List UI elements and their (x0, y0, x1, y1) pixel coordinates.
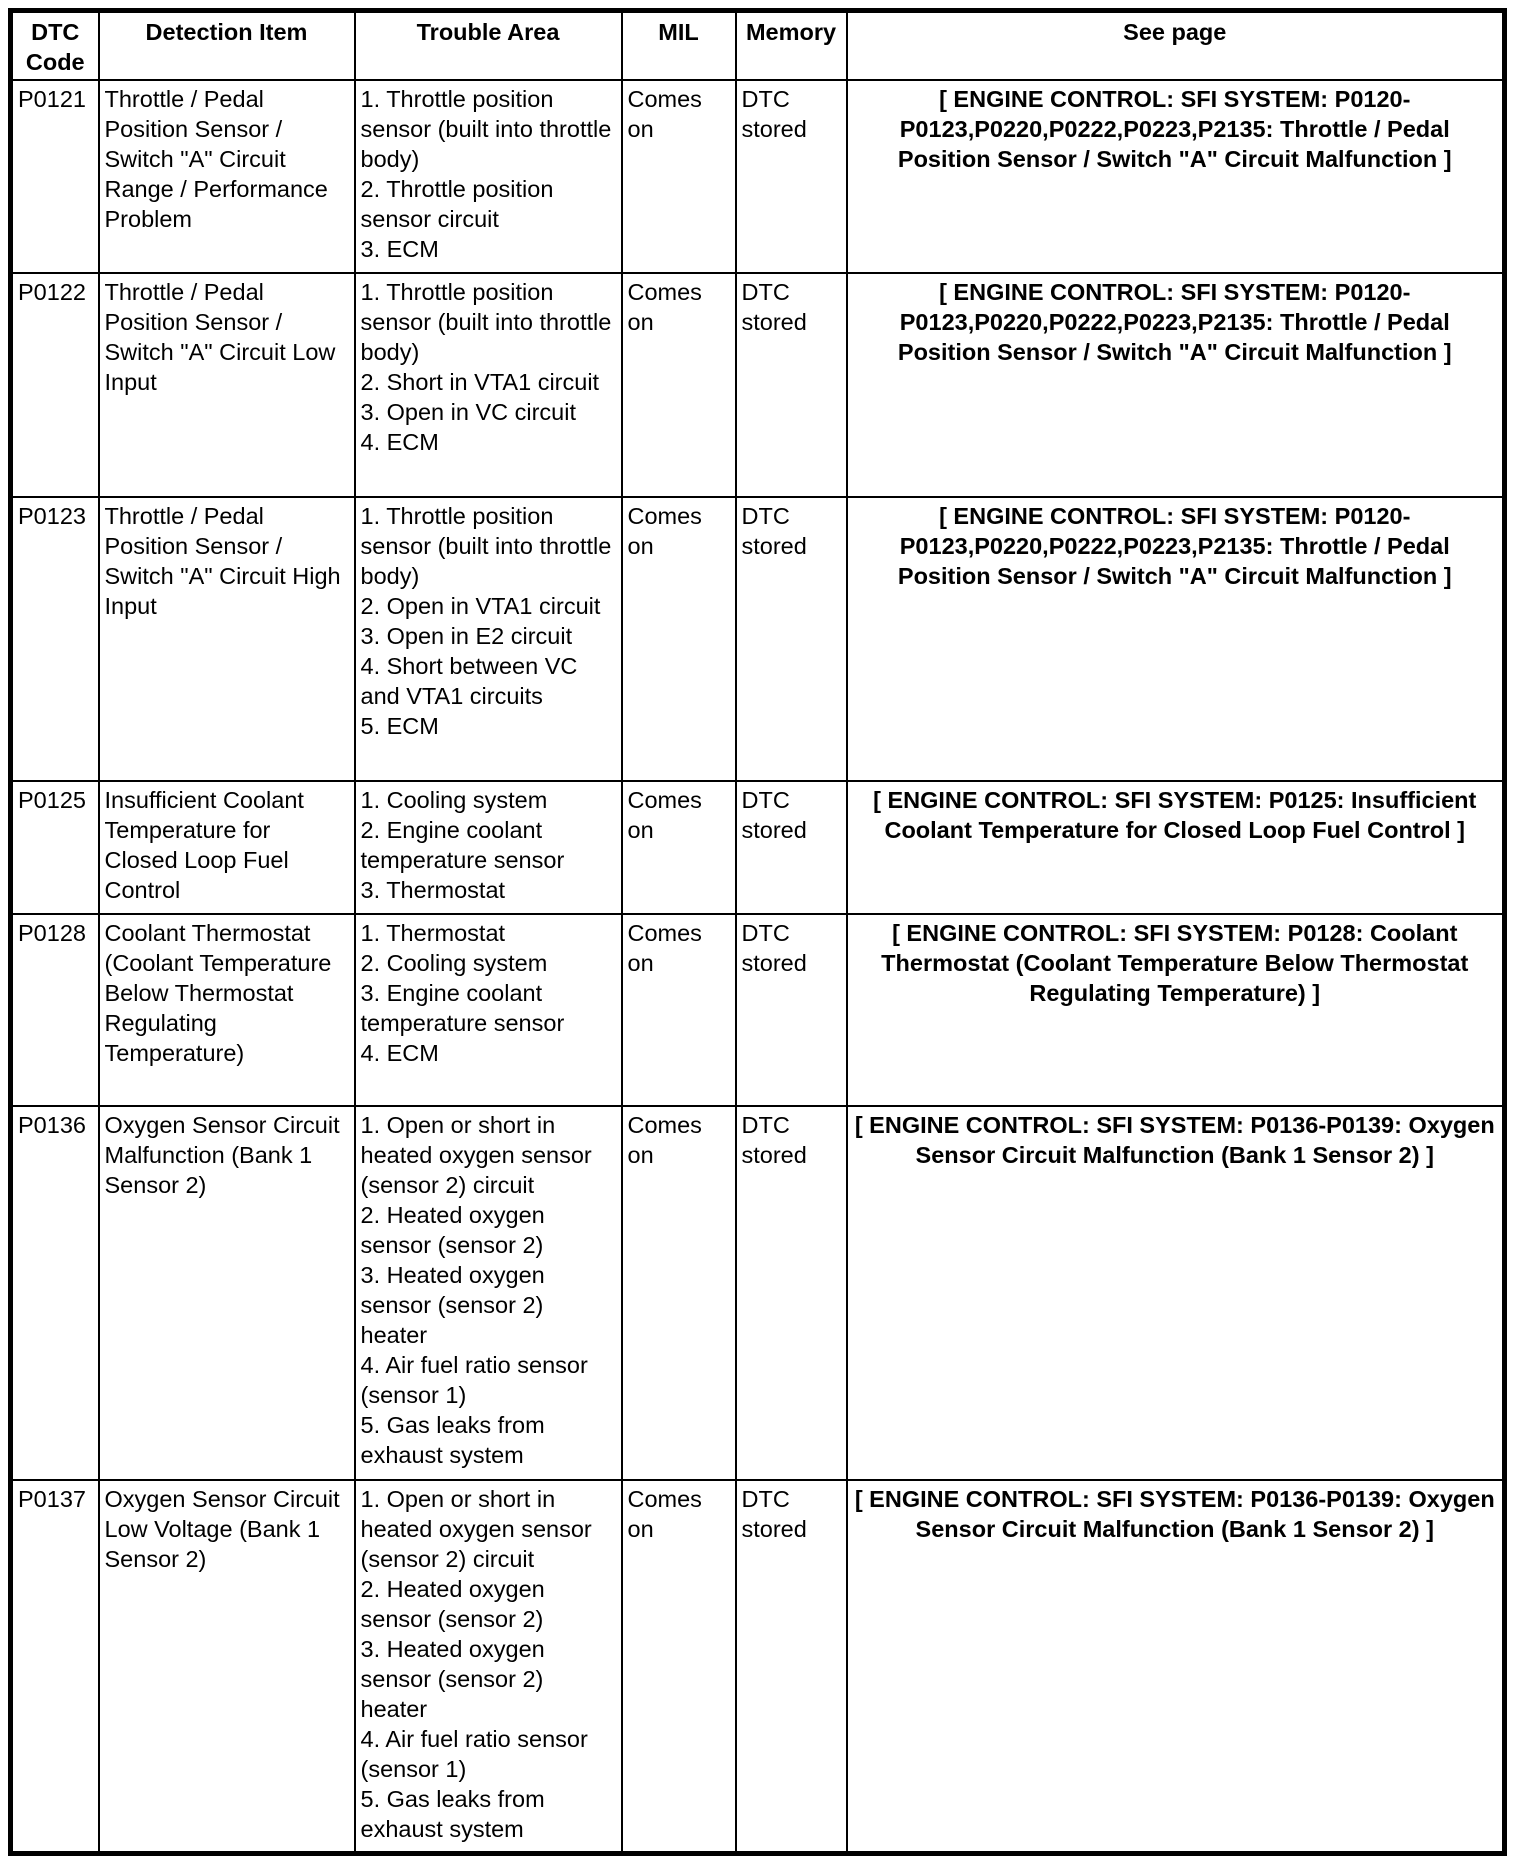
trouble-area-item: 3. Open in E2 circuit (360, 622, 573, 649)
trouble-area-item: 5. Gas leaks from exhaust system (360, 1785, 545, 1842)
mil-status: Comes on (620, 271, 737, 498)
trouble-area: 1. Cooling system 2. Engine coolant tempe… (353, 779, 623, 915)
see-page-link[interactable]: [ ENGINE CONTROL: SFI SYSTEM: P0125: Ins… (845, 779, 1506, 915)
detection-item: Throttle / Pedal Position Sensor / Switc… (97, 271, 356, 498)
trouble-area-item: 2. Heated oxygen sensor (sensor 2) (360, 1575, 545, 1632)
dtc-code: P0125 (9, 779, 100, 915)
memory-status: DTC stored (734, 1104, 848, 1481)
trouble-area: 1. Throttle position sensor (built into … (353, 495, 623, 782)
table-row: P0125 Insufficient Coolant Temperature fo… (9, 779, 1506, 915)
trouble-area-item: 2. Cooling system (360, 949, 548, 976)
trouble-area-item: 4. ECM (360, 1039, 439, 1066)
dtc-code: P0136 (9, 1104, 100, 1481)
detection-item: Oxygen Sensor Circuit Malfunction (Bank … (97, 1104, 356, 1481)
detection-item: Throttle / Pedal Position Sensor / Switc… (97, 78, 356, 274)
trouble-area: 1. Thermostat 2. Cooling system 3. Engine … (353, 912, 623, 1107)
dtc-code: P0122 (9, 271, 100, 498)
mil-status: Comes on (620, 912, 737, 1107)
trouble-area-item: 5. ECM (360, 712, 439, 739)
trouble-area-item: 3. Heated oxygen sensor (sensor 2) heate… (360, 1261, 545, 1348)
trouble-area-item: 4. ECM (360, 428, 439, 455)
trouble-area-item: 3. Engine coolant temperature sensor (360, 979, 565, 1036)
memory-status: DTC stored (734, 912, 848, 1107)
trouble-area-item: 4. Short between VC and VTA1 circuits (360, 652, 578, 709)
trouble-area-item: 2. Open in VTA1 circuit (360, 592, 601, 619)
memory-status: DTC stored (734, 1478, 848, 1855)
table-row: P0123 Throttle / Pedal Position Sensor / … (9, 495, 1506, 782)
see-page-link[interactable]: [ ENGINE CONTROL: SFI SYSTEM: P0120-P012… (845, 271, 1506, 498)
trouble-area-item: 4. Air fuel ratio sensor (sensor 1) (360, 1725, 588, 1782)
trouble-area-item: 2. Throttle position sensor circuit (360, 175, 554, 232)
mil-status: Comes on (620, 1104, 737, 1481)
trouble-area: 1. Open or short in heated oxygen sensor… (353, 1478, 623, 1855)
detection-item: Coolant Thermostat (Coolant Temperature … (97, 912, 356, 1107)
mil-status: Comes on (620, 495, 737, 782)
header-detection-item: Detection Item (97, 9, 356, 81)
memory-status: DTC stored (734, 495, 848, 782)
trouble-area-item: 5. Gas leaks from exhaust system (360, 1411, 545, 1468)
trouble-area-item: 3. Heated oxygen sensor (sensor 2) heate… (360, 1635, 545, 1722)
trouble-area: 1. Open or short in heated oxygen sensor… (353, 1104, 623, 1481)
header-row: DTC Code Detection Item Trouble Area MIL… (9, 9, 1506, 81)
table-row: P0137 Oxygen Sensor Circuit Low Voltage (… (9, 1478, 1506, 1855)
trouble-area-item: 1. Throttle position sensor (built into … (360, 85, 612, 172)
mil-status: Comes on (620, 779, 737, 915)
see-page-link[interactable]: [ ENGINE CONTROL: SFI SYSTEM: P0136-P013… (845, 1478, 1506, 1855)
dtc-code: P0137 (9, 1478, 100, 1855)
trouble-area-item: 4. Air fuel ratio sensor (sensor 1) (360, 1351, 588, 1408)
trouble-area-item: 1. Cooling system (360, 786, 548, 813)
header-mil: MIL (620, 9, 737, 81)
trouble-area-item: 1. Thermostat (360, 919, 506, 946)
memory-status: DTC stored (734, 78, 848, 274)
trouble-area: 1. Throttle position sensor (built into … (353, 78, 623, 274)
header-dtc-code: DTC Code (9, 9, 100, 81)
header-see-page: See page (845, 9, 1506, 81)
trouble-area: 1. Throttle position sensor (built into … (353, 271, 623, 498)
trouble-area-item: 3. ECM (360, 235, 439, 262)
trouble-area-item: 1. Open or short in heated oxygen sensor… (360, 1485, 592, 1572)
mil-status: Comes on (620, 78, 737, 274)
header-memory: Memory (734, 9, 848, 81)
trouble-area-item: 3. Open in VC circuit (360, 398, 577, 425)
mil-status: Comes on (620, 1478, 737, 1855)
detection-item: Oxygen Sensor Circuit Low Voltage (Bank … (97, 1478, 356, 1855)
table-row: P0122 Throttle / Pedal Position Sensor / … (9, 271, 1506, 498)
trouble-area-item: 2. Short in VTA1 circuit (360, 368, 600, 395)
detection-item: Throttle / Pedal Position Sensor / Switc… (97, 495, 356, 782)
dtc-code: P0123 (9, 495, 100, 782)
see-page-link[interactable]: [ ENGINE CONTROL: SFI SYSTEM: P0120-P012… (845, 78, 1506, 274)
table-row: P0136 Oxygen Sensor Circuit Malfunction (… (9, 1104, 1506, 1481)
trouble-area-item: 1. Open or short in heated oxygen sensor… (360, 1111, 592, 1198)
trouble-area-item: 3. Thermostat (360, 876, 506, 903)
table-row: P0121 Throttle / Pedal Position Sensor / … (9, 78, 1506, 274)
trouble-area-item: 2. Engine coolant temperature sensor (360, 816, 565, 873)
detection-item: Insufficient Coolant Temperature for Clo… (97, 779, 356, 915)
dtc-table: DTC Code Detection Item Trouble Area MIL… (8, 8, 1507, 1856)
trouble-area-item: 2. Heated oxygen sensor (sensor 2) (360, 1201, 545, 1258)
dtc-code: P0121 (9, 78, 100, 274)
table-row: P0128 Coolant Thermostat (Coolant Tempera… (9, 912, 1506, 1107)
memory-status: DTC stored (734, 779, 848, 915)
see-page-link[interactable]: [ ENGINE CONTROL: SFI SYSTEM: P0128: Coo… (845, 912, 1506, 1107)
see-page-link[interactable]: [ ENGINE CONTROL: SFI SYSTEM: P0120-P012… (845, 495, 1506, 782)
see-page-link[interactable]: [ ENGINE CONTROL: SFI SYSTEM: P0136-P013… (845, 1104, 1506, 1481)
trouble-area-item: 1. Throttle position sensor (built into … (360, 502, 612, 589)
dtc-code: P0128 (9, 912, 100, 1107)
header-trouble-area: Trouble Area (353, 9, 623, 81)
memory-status: DTC stored (734, 271, 848, 498)
trouble-area-item: 1. Throttle position sensor (built into … (360, 278, 612, 365)
